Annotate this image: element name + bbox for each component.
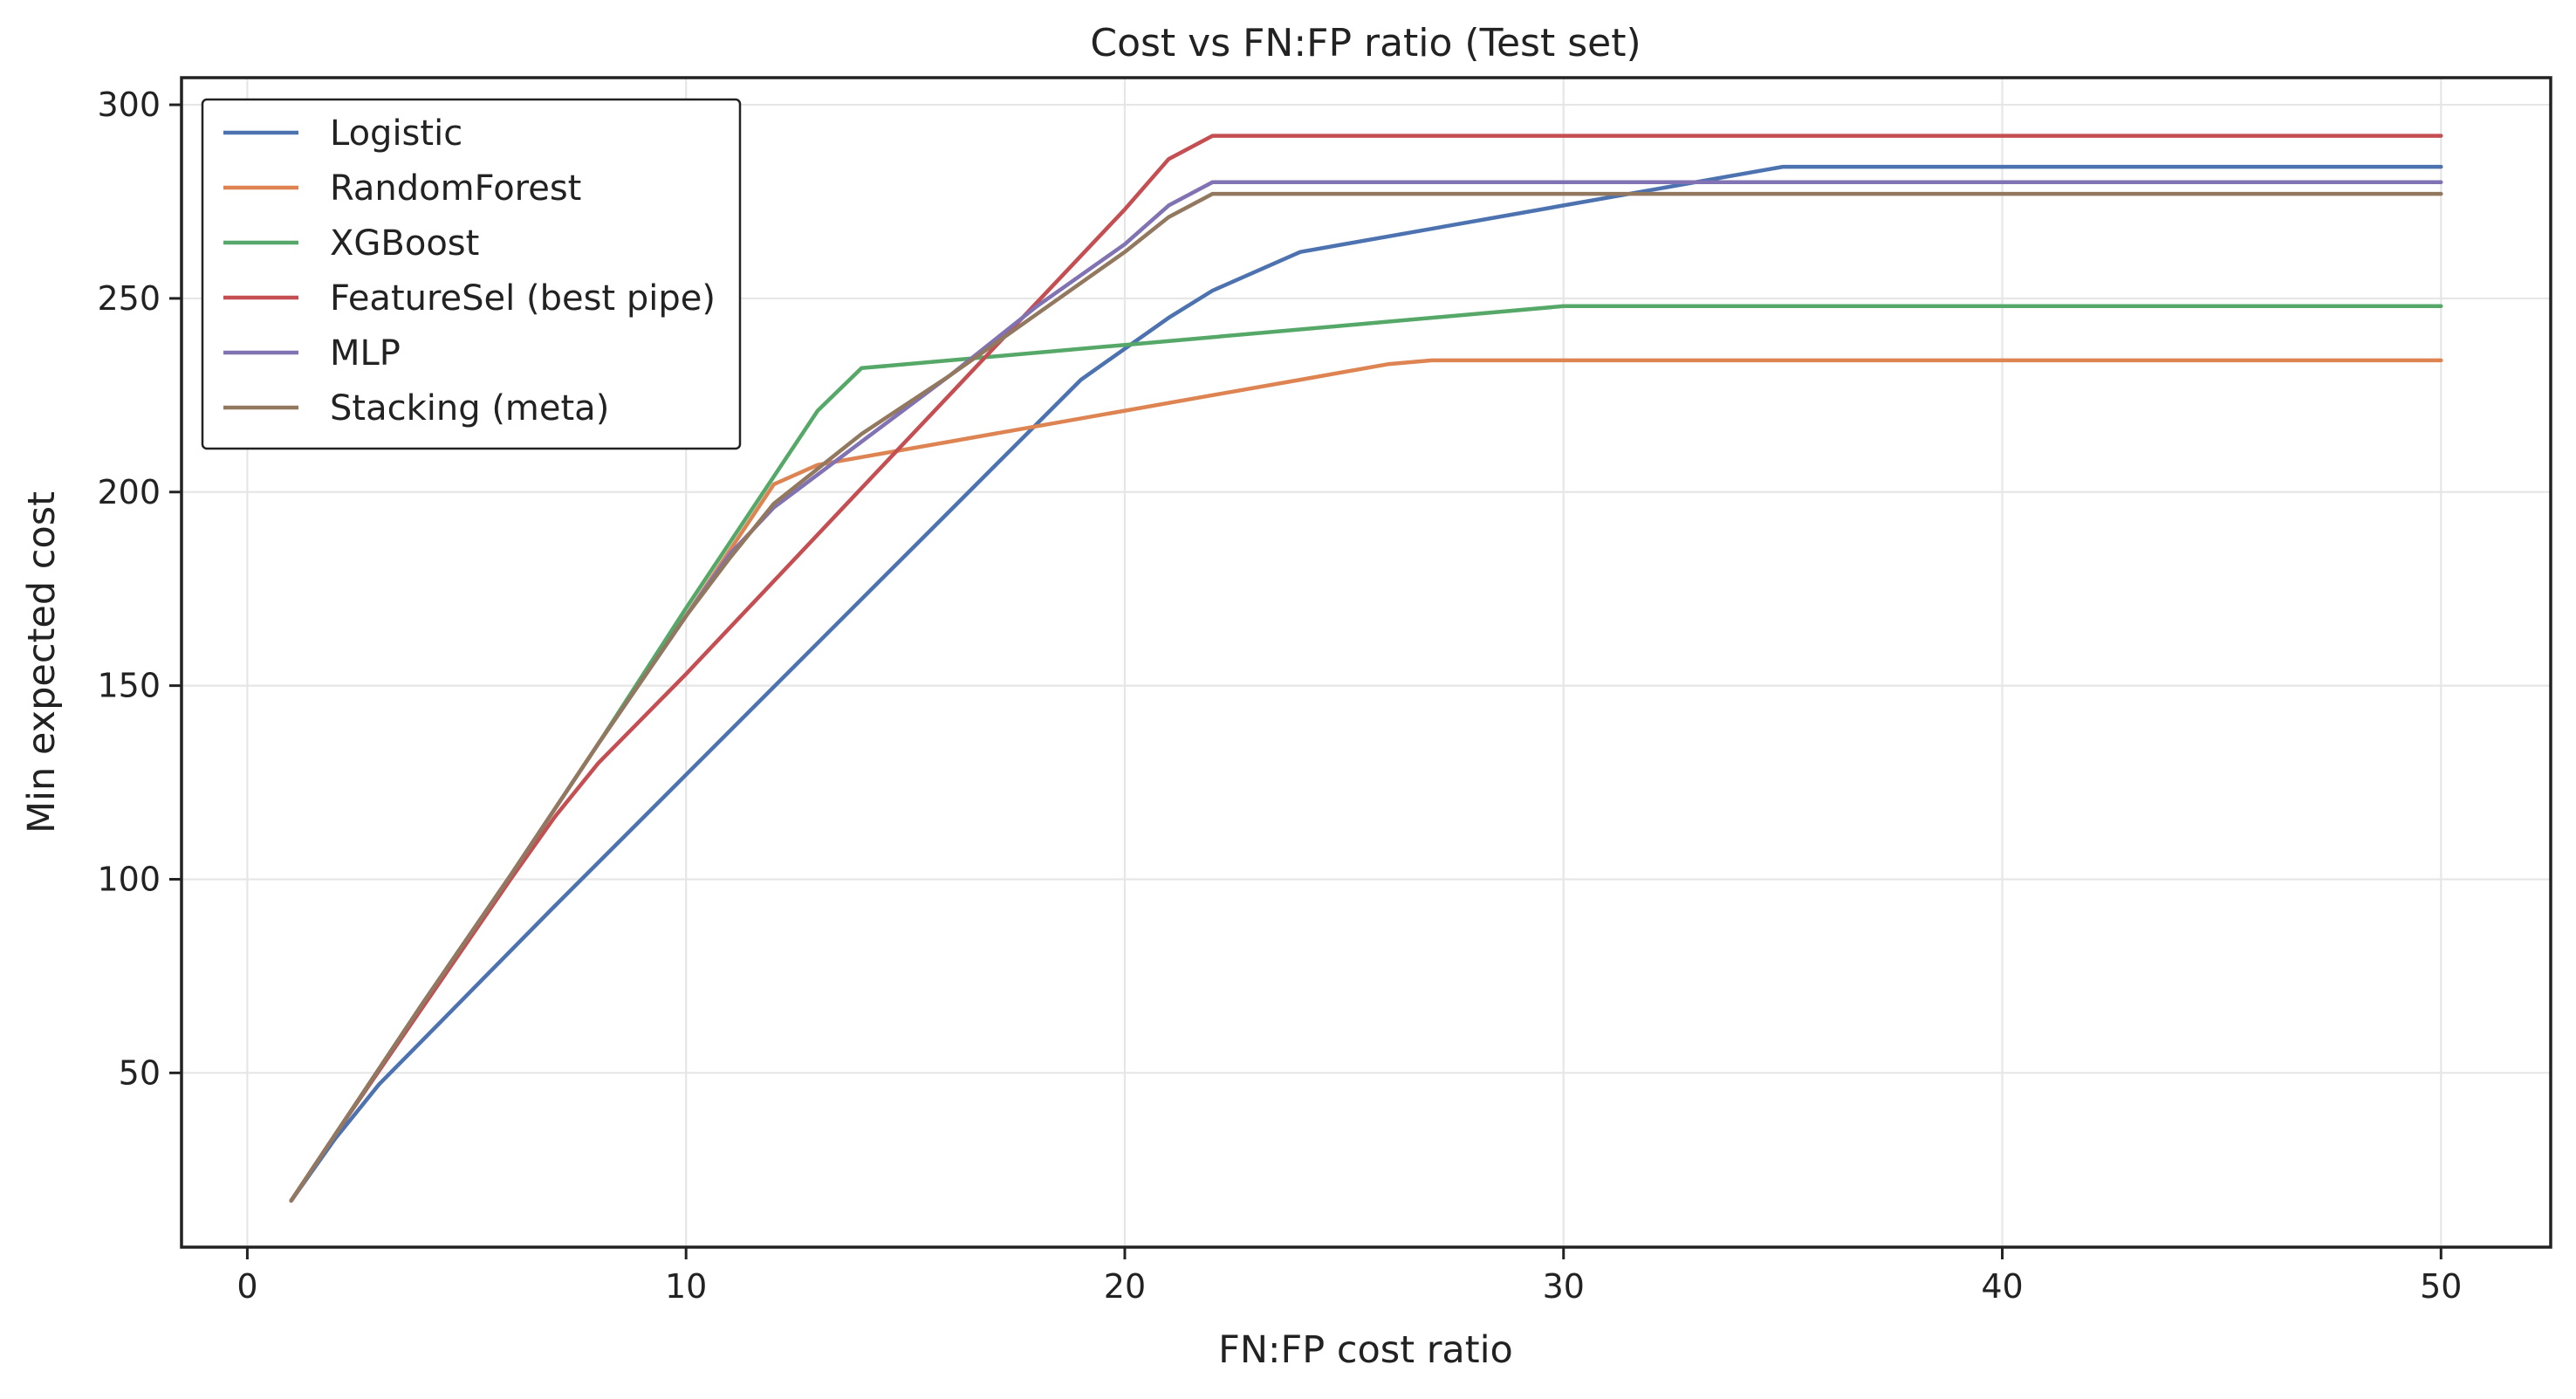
legend-label: XGBoost (330, 223, 479, 264)
y-tick-label: 100 (97, 860, 161, 898)
series-line-1 (289, 164, 2443, 1204)
x-tick-label: 10 (665, 1267, 707, 1306)
series-line-4 (289, 134, 2443, 1204)
x-tick-label: 0 (236, 1267, 257, 1306)
grid (182, 78, 2551, 1247)
series-lines (289, 134, 2443, 1204)
y-tick-label: 200 (97, 473, 161, 511)
x-tick-label: 40 (1981, 1267, 2023, 1306)
plot-frame (180, 76, 2552, 1249)
y-tick-label: 250 (97, 279, 161, 318)
y-tick-label: 300 (97, 86, 161, 124)
legend-label: FeatureSel (best pipe) (330, 278, 716, 319)
legend-label: MLP (330, 333, 401, 374)
y-axis-label: Min expected cost (20, 491, 64, 833)
series-line-6 (289, 191, 2443, 1204)
x-tick-label: 50 (2420, 1267, 2462, 1306)
chart-title: Cost vs FN:FP ratio (Test set) (1090, 21, 1641, 65)
legend: Logistic RandomForest XGBoost FeatureSel (b… (201, 98, 742, 450)
x-tick-label: 20 (1104, 1267, 1146, 1306)
legend-box (201, 98, 742, 450)
y-tick-label: 50 (119, 1053, 161, 1092)
axis-ticks: 0 10 20 30 40 50 50 100 150 200 250 300 (97, 86, 2462, 1306)
y-tick-label: 150 (97, 667, 161, 705)
x-tick-label: 30 (1543, 1267, 1585, 1306)
x-axis-label: FN:FP cost ratio (1218, 1328, 1513, 1372)
legend-label: RandomForest (330, 168, 581, 209)
legend-label: Logistic (330, 113, 462, 154)
legend-label: Stacking (meta) (330, 388, 609, 429)
